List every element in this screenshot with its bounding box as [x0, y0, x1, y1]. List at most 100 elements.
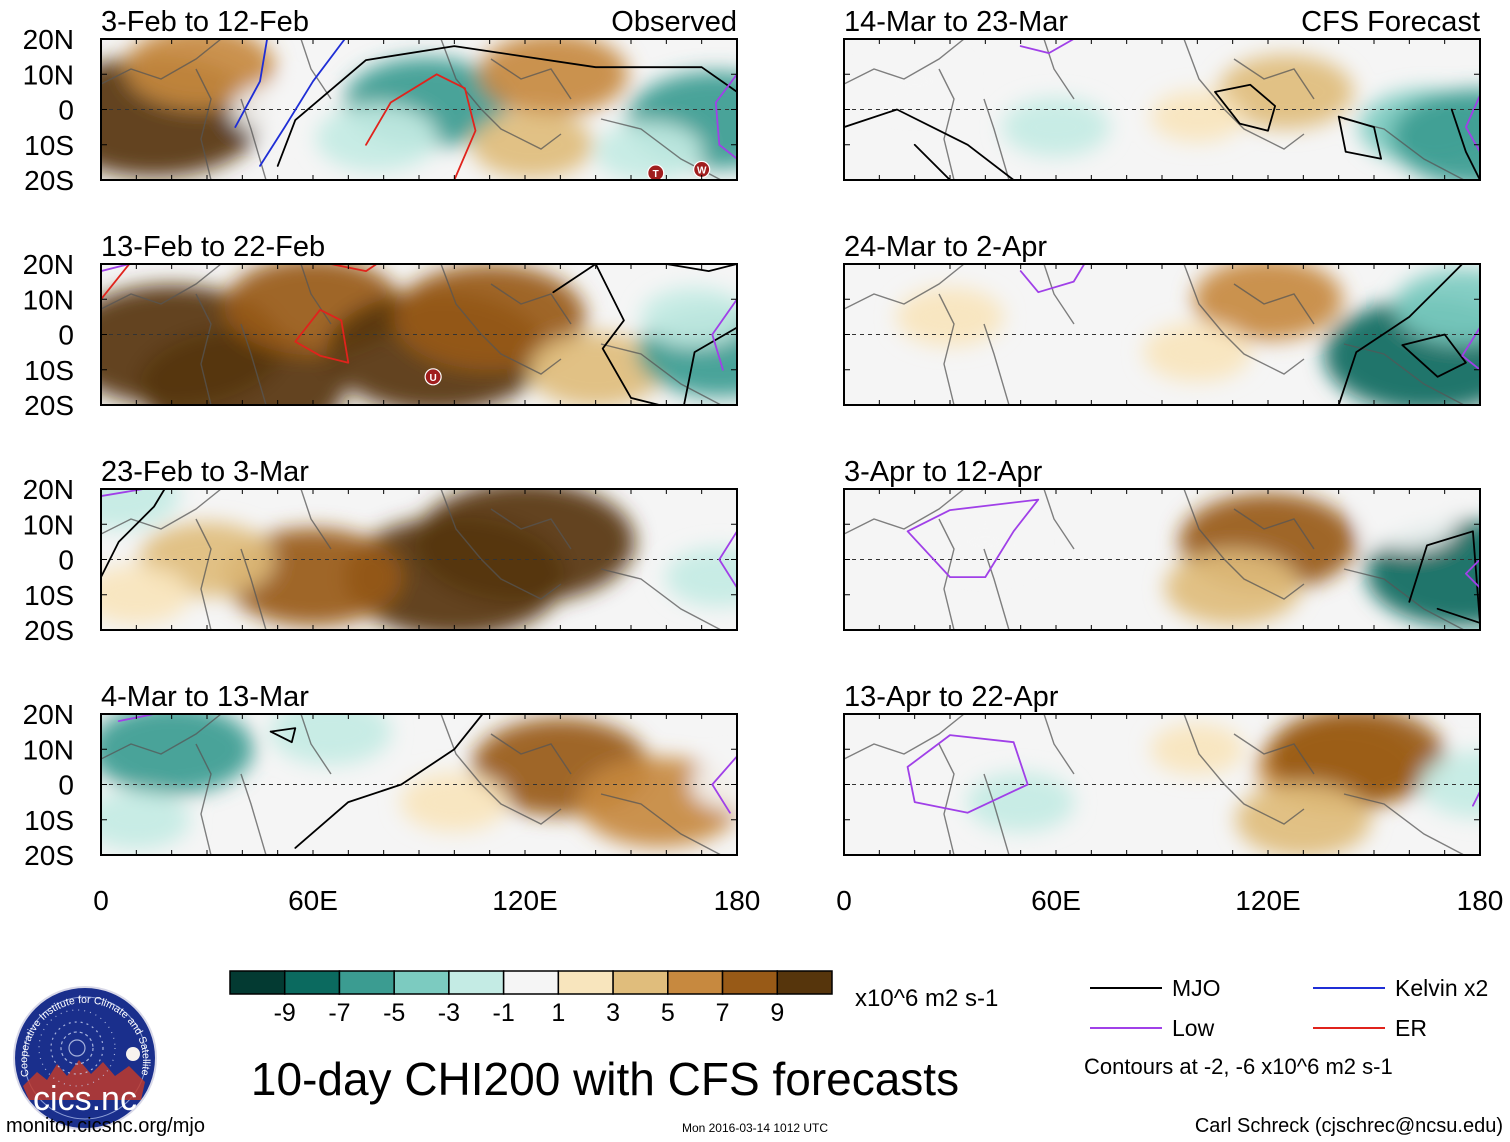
- map-panels: T W 3-Feb to 12-Feb Observed 14-Mar to 23-Ma…: [100, 6, 1481, 856]
- y-tick-label: 20N: [23, 474, 74, 505]
- logo-text: cics.nc: [33, 1080, 137, 1118]
- author-credit: Carl Schreck (cjschrec@ncsu.edu): [1195, 1115, 1503, 1137]
- map-panel: 13-Apr to 22-Apr: [843, 681, 1481, 856]
- contours: [906, 734, 1480, 814]
- y-tick-label: 10S: [24, 355, 74, 386]
- x-tick-label: 0: [836, 885, 852, 916]
- map-panel: T W 3-Feb to 12-Feb Observed: [100, 6, 738, 182]
- colorbar-label: 9: [770, 999, 784, 1027]
- coastlines: [844, 489, 1465, 630]
- anomaly-blob: [101, 790, 191, 850]
- anomaly-field: [896, 264, 1480, 405]
- colorbar-swatch: [776, 970, 833, 995]
- anomaly-blob: [938, 516, 1033, 568]
- legend-label: Kelvin x2: [1395, 975, 1488, 1001]
- anomaly-blob: [315, 104, 438, 172]
- contour-mjo: [1337, 115, 1382, 160]
- colorbar-label: -9: [274, 999, 296, 1027]
- anomaly-field: [966, 714, 1480, 855]
- colorbar-swatch: [229, 970, 286, 995]
- anomaly-blob: [1394, 268, 1480, 344]
- contour-mjo: [276, 45, 737, 167]
- anomaly-blob: [101, 714, 254, 795]
- map-panel: 24-Mar to 2-Apr: [843, 231, 1481, 406]
- y-tick-label: 10S: [24, 805, 74, 836]
- panel-title: 24-Mar to 2-Apr: [844, 231, 1047, 263]
- anomaly-blob: [1391, 88, 1480, 180]
- y-axis-labels: 20N 10N 0 10S 20S 20N 10N 0 10S 20S 20N 10N 0 10S 20S 2…: [23, 24, 74, 871]
- x-tick-label: 120E: [492, 885, 557, 916]
- legend: MJO Kelvin x2 Low ER: [1090, 975, 1488, 1041]
- map-panel: 4-Mar to 13-Mar: [100, 681, 738, 856]
- panel-title: 3-Apr to 12-Apr: [844, 456, 1043, 488]
- contour-mjo: [101, 489, 166, 578]
- contour-low: [1472, 790, 1480, 807]
- contour-mjo: [1214, 83, 1277, 132]
- storm-marker: U: [424, 368, 442, 386]
- anomaly-field: [938, 492, 1480, 627]
- column-label: CFS Forecast: [1301, 6, 1480, 38]
- legend-item: MJO: [1090, 975, 1221, 1001]
- contour-mjo: [683, 326, 737, 405]
- anomaly-field: [101, 714, 737, 850]
- x-tick-label: 0: [93, 885, 109, 916]
- colorbar-label: -1: [493, 999, 515, 1027]
- panel-title: 23-Feb to 3-Mar: [101, 456, 309, 488]
- coastlines: [844, 714, 1465, 855]
- anomaly-blob: [101, 489, 180, 530]
- contour-er: [294, 308, 350, 364]
- contours: [844, 39, 1480, 180]
- contour-er: [329, 264, 378, 272]
- anomaly-blob: [665, 547, 737, 607]
- colorbar-label: -7: [328, 999, 350, 1027]
- map-panel: 3-Apr to 12-Apr: [843, 456, 1481, 631]
- colorbar-label: 5: [661, 999, 675, 1027]
- anomaly-blob: [1362, 498, 1457, 551]
- colorbar: -9 -7 -5 -3 -1 1 3 5 7 9: [229, 970, 833, 1027]
- y-tick-label: 20S: [24, 615, 74, 646]
- anomaly-blob: [594, 122, 703, 180]
- anomaly-field: [867, 54, 1480, 180]
- logo-sun: [126, 1047, 140, 1061]
- anomaly-blob: [478, 39, 629, 116]
- contour-er: [101, 264, 131, 301]
- coastlines: [844, 264, 1465, 405]
- cics-logo: Cooperative Institute for Climate and Sa…: [13, 986, 157, 1130]
- contour-mjo: [1401, 333, 1467, 378]
- contour-low: [1019, 264, 1086, 294]
- y-tick-label: 20N: [23, 24, 74, 55]
- anomaly-field: [101, 489, 737, 630]
- contour-kelvin: [234, 39, 269, 128]
- anomaly-blob: [1267, 714, 1446, 806]
- coastlines: [101, 264, 722, 405]
- colorbar-swatch: [721, 970, 779, 995]
- legend-item: Low: [1090, 1015, 1215, 1041]
- contour-mjo: [269, 727, 297, 744]
- y-tick-label: 10N: [23, 284, 74, 315]
- timestamp: Mon 2016-03-14 1012 UTC: [682, 1121, 828, 1135]
- storm-marker-label: W: [697, 165, 707, 176]
- anomaly-blob: [415, 489, 635, 603]
- anomaly-blob: [393, 264, 586, 370]
- x-tick-label: 60E: [288, 885, 338, 916]
- map-panel: U 13-Feb to 22-Feb: [100, 231, 738, 406]
- contours: [1019, 264, 1480, 405]
- anomaly-blob: [269, 714, 392, 766]
- x-tick-label: 180: [714, 885, 761, 916]
- y-tick-label: 0: [58, 95, 74, 126]
- panel-title: 13-Feb to 22-Feb: [101, 231, 325, 263]
- anomaly-blob: [124, 39, 275, 109]
- y-tick-label: 0: [58, 320, 74, 351]
- y-tick-label: 10N: [23, 734, 74, 765]
- colorbar-label: -5: [383, 999, 405, 1027]
- storm-marker-label: T: [653, 169, 659, 180]
- source-url: monitor.cicsnc.org/mjo: [6, 1115, 205, 1137]
- legend-label: Low: [1172, 1015, 1215, 1041]
- storm-marker-label: U: [430, 373, 437, 384]
- anomaly-blob: [640, 287, 737, 347]
- panel-title: 14-Mar to 23-Mar: [844, 6, 1068, 38]
- x-tick-label: 60E: [1031, 885, 1081, 916]
- coastlines: [101, 489, 722, 630]
- y-tick-label: 10N: [23, 509, 74, 540]
- figure-title: 10-day CHI200 with CFS forecasts: [251, 1053, 959, 1105]
